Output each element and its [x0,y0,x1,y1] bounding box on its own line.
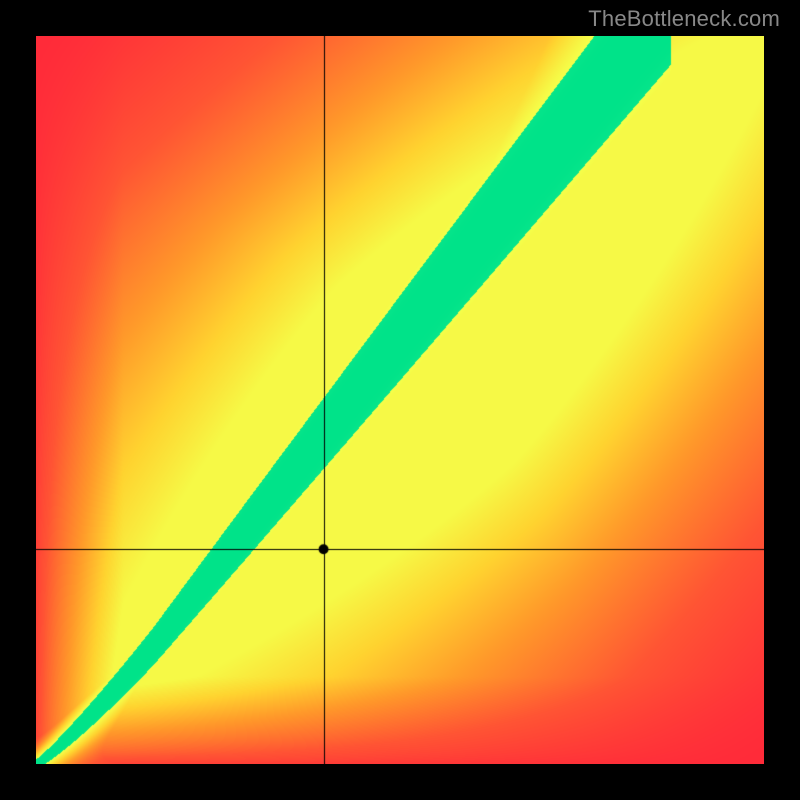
heatmap-canvas [36,36,764,764]
figure-container: TheBottleneck.com [0,0,800,800]
watermark-text: TheBottleneck.com [588,6,780,32]
plot-area [36,36,764,764]
